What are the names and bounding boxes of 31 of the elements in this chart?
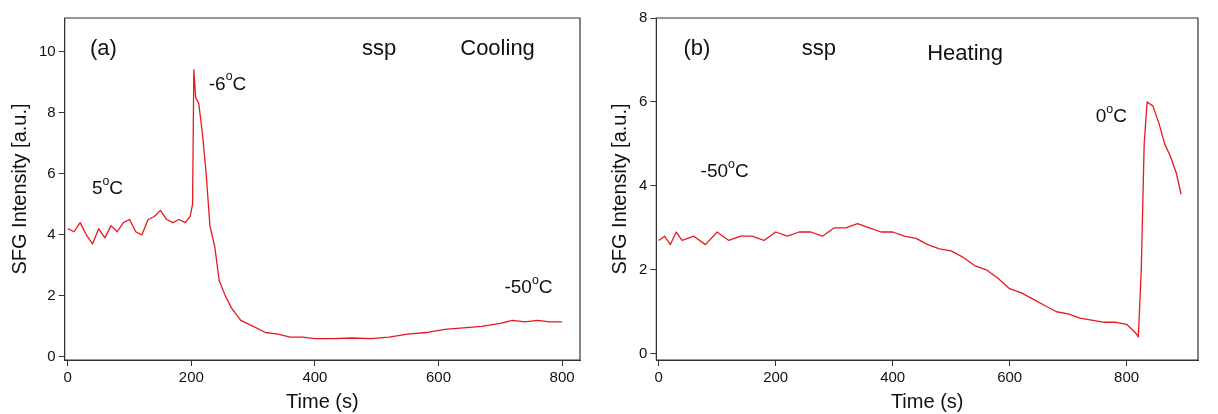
x-axis-title: Time (s) bbox=[286, 389, 359, 412]
y-tick-label: 4 bbox=[639, 175, 648, 193]
x-tick-label: 800 bbox=[549, 368, 575, 386]
x-tick-label: 600 bbox=[425, 368, 452, 386]
y-tick-label: 10 bbox=[39, 41, 56, 59]
annotation: ssp bbox=[361, 34, 397, 60]
annotation: Heating bbox=[927, 39, 1004, 65]
y-axis-title: SFG Intensity [a.u.] bbox=[7, 103, 30, 275]
annotation: ssp bbox=[801, 34, 836, 60]
x-tick-label: 400 bbox=[302, 368, 328, 386]
y-tick-label: 6 bbox=[47, 163, 56, 181]
text: (b) bbox=[683, 34, 711, 60]
y-tick-label: 0 bbox=[47, 347, 56, 365]
y-tick-label: 2 bbox=[47, 286, 56, 304]
annotation: Cooling bbox=[460, 34, 535, 60]
y-tick-label: 8 bbox=[639, 8, 648, 26]
x-axis-title: Time (s) bbox=[890, 389, 964, 412]
y-tick-label: 4 bbox=[47, 224, 56, 242]
y-tick-label: 2 bbox=[639, 259, 648, 277]
x-tick-label: 200 bbox=[763, 368, 789, 386]
x-tick-label: 0 bbox=[654, 368, 663, 386]
y-axis-title: SFG Intensity [a.u.] bbox=[607, 103, 630, 275]
x-tick-label: 400 bbox=[880, 368, 906, 386]
x-tick-label: 200 bbox=[178, 368, 204, 386]
x-tick-label: 800 bbox=[1114, 368, 1140, 386]
x-tick-label: 600 bbox=[997, 368, 1023, 386]
y-tick-label: 6 bbox=[639, 92, 648, 110]
text: (a) bbox=[89, 34, 117, 60]
y-tick-label: 8 bbox=[47, 102, 56, 120]
x-tick-label: 0 bbox=[63, 368, 72, 386]
y-tick-label: 0 bbox=[639, 343, 648, 361]
